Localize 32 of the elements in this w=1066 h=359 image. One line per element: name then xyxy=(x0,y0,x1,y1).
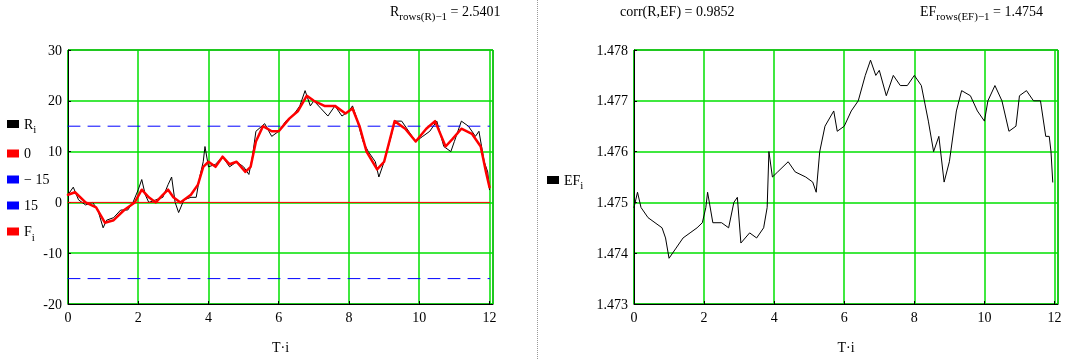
text: corr(R,EF) = 0.9852 xyxy=(620,3,735,20)
x-tick-label: 8 xyxy=(345,309,353,325)
y-tick-label: 1.478 xyxy=(596,42,628,58)
x-tick-label: 10 xyxy=(977,309,992,325)
y-tick-label: 1.476 xyxy=(596,144,628,160)
x-axis-title: T·i xyxy=(837,339,855,355)
x-tick-label: 6 xyxy=(840,309,848,325)
y-tick-label: 30 xyxy=(48,42,62,58)
y-tick-label: 1.477 xyxy=(596,93,628,109)
x-tick-label: 4 xyxy=(205,309,212,325)
y-tick-label: 1.473 xyxy=(596,296,628,312)
legend-label: 0 xyxy=(24,146,31,161)
y-tick-label: -10 xyxy=(43,245,62,261)
x-tick-label: 2 xyxy=(134,309,142,325)
y-tick-label: 1.474 xyxy=(596,245,628,261)
x-tick-label: 8 xyxy=(910,309,918,325)
x-tick-label: 12 xyxy=(1047,309,1062,325)
x-tick-label: 0 xyxy=(630,309,638,325)
x-tick-label: 2 xyxy=(700,309,708,325)
x-tick-label: 12 xyxy=(482,309,497,325)
y-tick-label: 0 xyxy=(55,194,62,210)
x-tick-label: 6 xyxy=(275,309,283,325)
y-tick-label: 10 xyxy=(48,144,62,160)
x-axis-title: T·i xyxy=(271,339,290,355)
y-tick-label: 1.475 xyxy=(596,194,628,210)
legend-label: − 15 xyxy=(24,172,50,187)
x-tick-label: 10 xyxy=(412,309,427,325)
legend-label: 15 xyxy=(24,198,38,213)
y-tick-label: 20 xyxy=(48,93,62,109)
y-tick-label: -20 xyxy=(43,296,62,312)
x-tick-label: 4 xyxy=(770,309,778,325)
x-tick-label: 0 xyxy=(64,309,72,325)
